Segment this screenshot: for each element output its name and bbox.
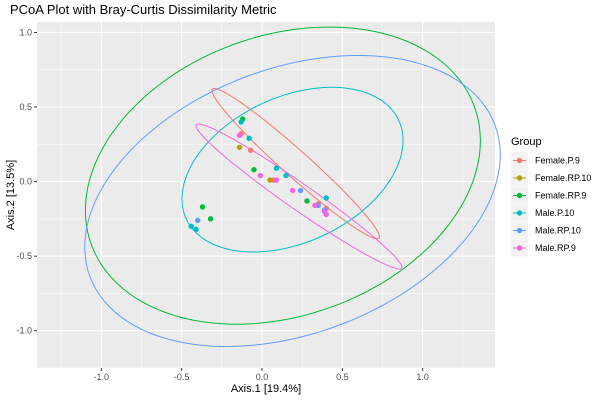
point-male-p-10: [283, 172, 289, 179]
legend-key-point: [516, 157, 523, 164]
ellipse-male-rp-10: [84, 55, 501, 348]
point-male-p-10: [238, 119, 244, 125]
gridlines: [37, 22, 495, 369]
point-male-p-10: [273, 165, 280, 171]
legend-key-point: [516, 175, 523, 181]
legend-item-female-p-9: Female.P.9: [511, 152, 580, 169]
legend-item-female-rp-9: Female.RP.9: [511, 187, 586, 204]
point-male-p-10: [193, 226, 199, 233]
point-female-rp-9: [304, 198, 310, 204]
legend-label: Female.P.9: [535, 156, 580, 166]
legend-key-point: [516, 227, 523, 234]
y-tick-label: -0.5: [16, 251, 32, 261]
legend: Group Female.P.9 Female.RP.10 Female.RP.9 M…: [511, 136, 591, 257]
point-male-p-10: [323, 195, 329, 201]
point-male-rp-9: [236, 132, 243, 139]
legend-title: Group: [511, 136, 542, 148]
x-tick-label: 1.0: [416, 372, 429, 382]
point-male-rp-9: [289, 187, 296, 194]
legend-item-male-rp-9: Male.RP.9: [511, 239, 576, 257]
y-tick-label: -1.0: [16, 326, 32, 336]
y-axis-title: Axis.2 [13.5%]: [5, 160, 17, 230]
x-tick-label: -1.0: [94, 372, 110, 382]
x-tick-label: -0.5: [174, 372, 190, 382]
point-male-rp-10: [297, 187, 304, 194]
legend-label: Female.RP.10: [535, 173, 591, 183]
point-female-rp-9: [207, 216, 214, 222]
point-female-rp-9: [251, 166, 257, 173]
confidence-ellipses: [84, 26, 501, 348]
legend-label: Female.RP.9: [535, 191, 586, 201]
y-tick-label: 1.0: [19, 27, 32, 37]
point-male-p-10: [246, 135, 252, 142]
legend-label: Male.P.10: [535, 208, 574, 218]
legend-key-point: [516, 192, 523, 199]
legend-item-female-rp-10: Female.RP.10: [511, 169, 591, 187]
point-female-rp-10: [236, 144, 243, 150]
point-male-rp-9: [323, 211, 329, 218]
point-male-rp-9: [273, 177, 280, 183]
x-axis-ticks: -1.0 -0.5 0.0 0.5 1.0: [94, 368, 429, 382]
ellipse-female-rp-9: [84, 26, 481, 325]
y-axis-ticks: -1.0 -0.5 0.0 0.5 1.0: [16, 27, 37, 336]
point-male-rp-9: [257, 172, 264, 179]
y-tick-label: 0.0: [19, 177, 32, 187]
chart-title: PCoA Plot with Bray-Curtis Dissimilarity…: [10, 2, 277, 17]
data-points: [188, 116, 329, 233]
legend-label: Male.RP.9: [535, 243, 576, 253]
legend-items: Female.P.9 Female.RP.10 Female.RP.9 Male.P.…: [511, 152, 591, 257]
point-female-rp-9: [199, 204, 206, 210]
legend-key-point: [516, 245, 523, 251]
legend-item-male-rp-10: Male.RP.10: [511, 222, 581, 239]
ellipse-male-rp-9: [195, 123, 403, 270]
point-female-rp-10: [267, 177, 273, 183]
point-male-p-10: [188, 223, 194, 230]
x-tick-label: 0.0: [256, 372, 269, 382]
point-male-rp-10: [195, 217, 201, 224]
point-female-p-9: [248, 147, 254, 153]
ellipse-male-p-10: [181, 86, 404, 253]
legend-label: Male.RP.10: [535, 226, 581, 236]
legend-key-point: [516, 210, 523, 216]
y-tick-label: 0.5: [19, 102, 32, 112]
x-tick-label: 0.5: [336, 372, 349, 382]
point-male-rp-9: [312, 202, 318, 209]
plot-panel: [37, 22, 495, 368]
legend-item-male-p-10: Male.P.10: [511, 204, 574, 222]
x-axis-title: Axis.1 [19.4%]: [231, 383, 301, 395]
ellipse-female-p-9: [211, 87, 381, 240]
